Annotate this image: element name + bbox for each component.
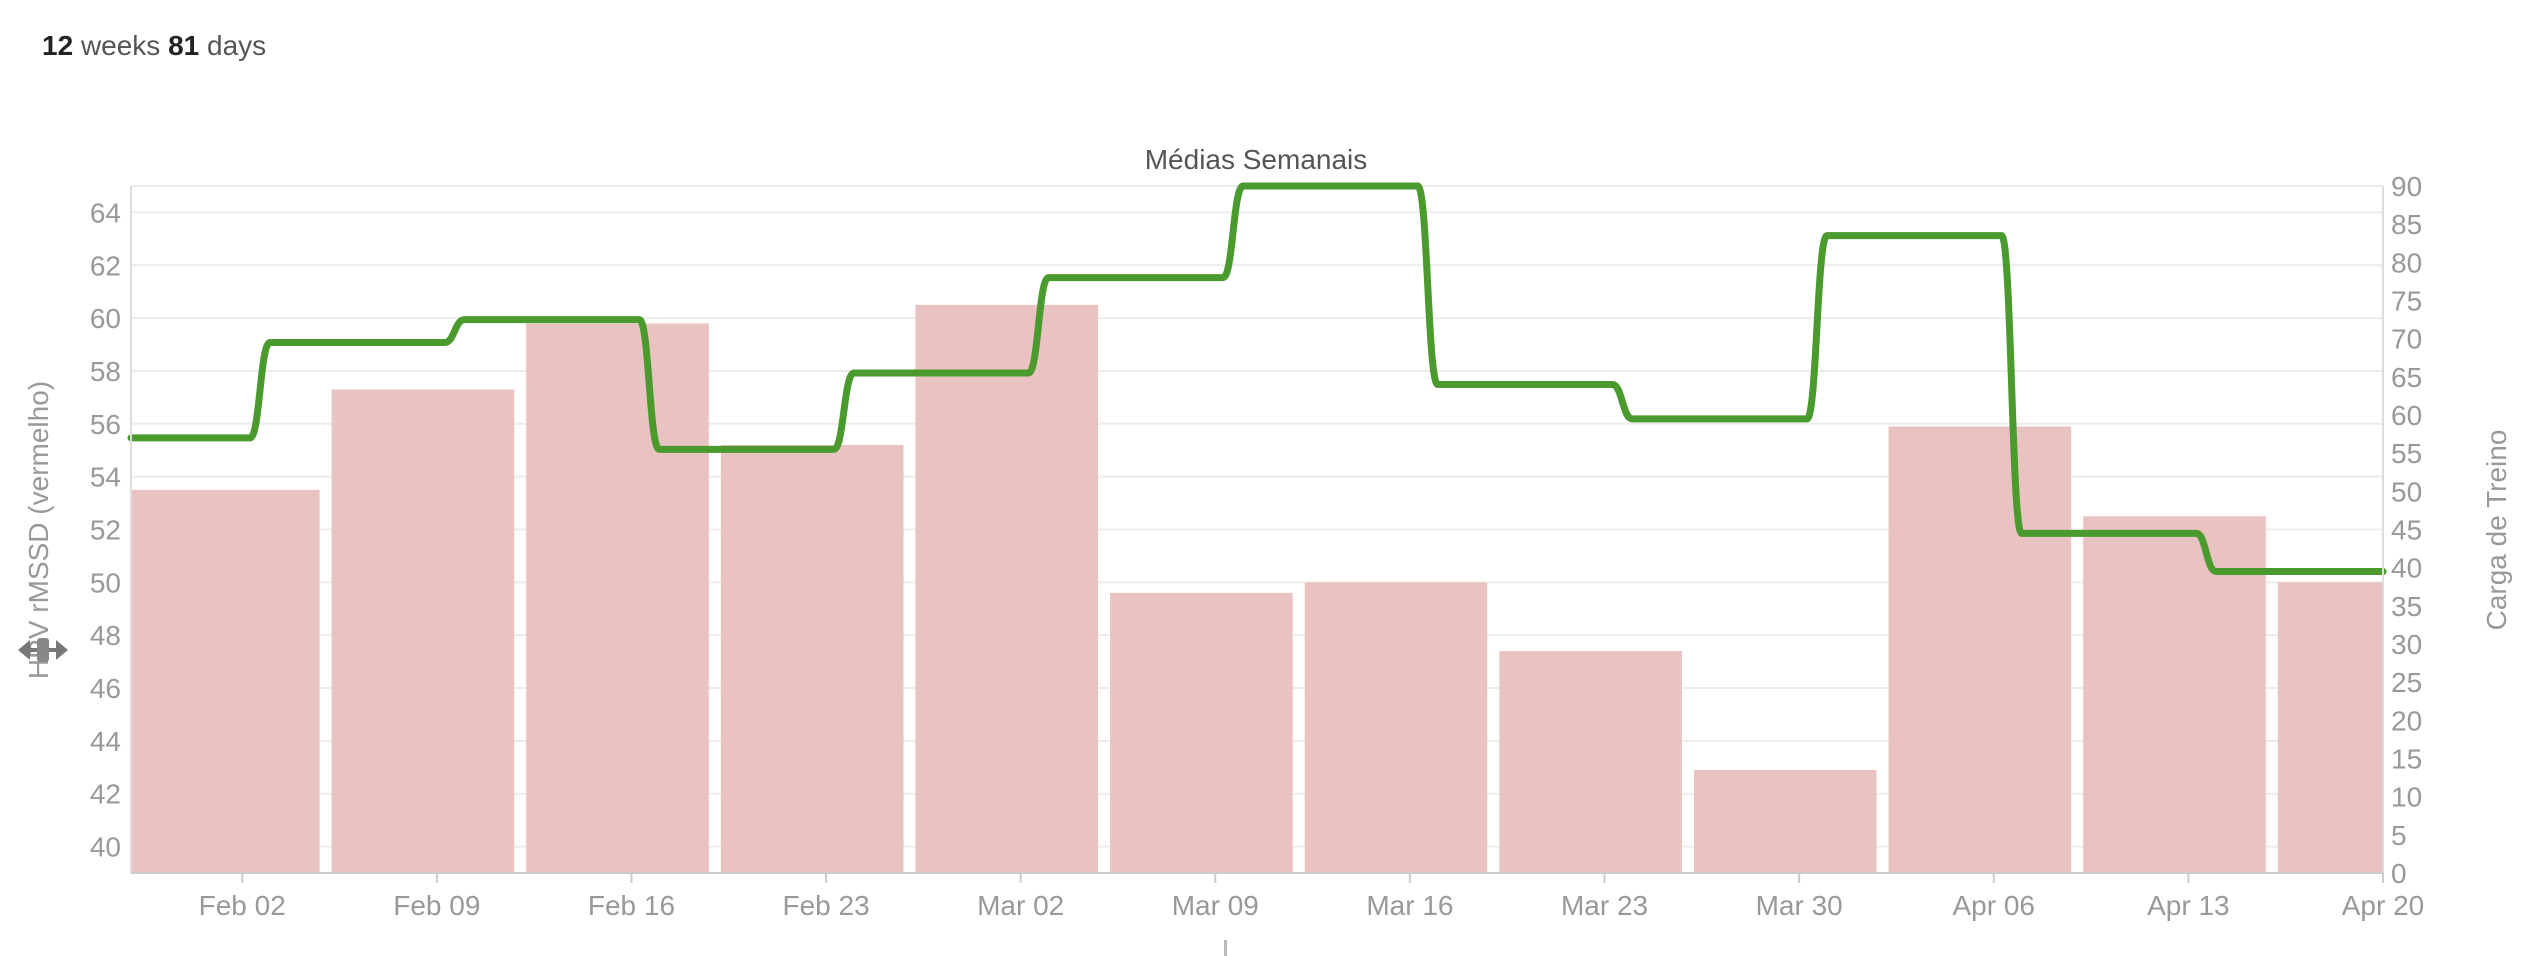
- axis-layer: 40 42 44 46 48 50 52 54 56 58 60 62 64 0 5 10 15 20 25 30 35…: [90, 171, 2424, 921]
- y-right-tick-label: 55: [2391, 438, 2422, 469]
- y-right-tick-label: 5: [2391, 820, 2407, 851]
- y-right-tick-label: 40: [2391, 553, 2422, 584]
- y-left-tick-label: 54: [90, 462, 121, 493]
- x-tick-label: Mar 09: [1172, 890, 1259, 921]
- y-right-tick-label: 70: [2391, 324, 2422, 355]
- y-right-tick-label: 30: [2391, 629, 2422, 660]
- weeks-label: weeks: [80, 30, 161, 61]
- y-left-tick-label: 58: [90, 356, 121, 387]
- y-right-tick-label: 65: [2391, 362, 2422, 393]
- y-right-tick-label: 15: [2391, 744, 2422, 775]
- x-tick-label: Apr 13: [2147, 890, 2230, 921]
- x-tick-label: Feb 16: [588, 890, 675, 921]
- x-tick-label: Mar 16: [1366, 890, 1453, 921]
- y-right-tick-label: 90: [2391, 171, 2422, 202]
- hrv-bar: [526, 323, 709, 873]
- y-left-tick-label: 42: [90, 779, 121, 810]
- y-right-tick-label: 45: [2391, 515, 2422, 546]
- hrv-bar: [720, 444, 904, 873]
- resize-arrows-icon[interactable]: [16, 632, 70, 668]
- hrv-bar: [915, 304, 1099, 874]
- y-right-tick-label: 0: [2391, 858, 2407, 889]
- y-axis-right-label: Carga de Treino: [2481, 430, 2512, 631]
- x-tick-label: Mar 02: [977, 890, 1064, 921]
- x-tick-label: Mar 23: [1561, 890, 1648, 921]
- hrv-bar: [1304, 582, 1488, 873]
- x-tick-label: Apr 06: [1953, 890, 2036, 921]
- hrv-bar: [1693, 769, 1877, 873]
- y-right-tick-label: 75: [2391, 286, 2422, 317]
- y-right-tick-label: 50: [2391, 476, 2422, 507]
- hrv-bar: [1888, 426, 2072, 873]
- x-tick-label: Feb 23: [782, 890, 869, 921]
- y-left-tick-label: 48: [90, 620, 121, 651]
- bars-layer: [132, 304, 2382, 874]
- hrv-bar: [2083, 516, 2266, 873]
- y-left-tick-label: 50: [90, 567, 121, 598]
- y-left-tick-label: 46: [90, 673, 121, 704]
- y-axis-left-label: HRV rMSSD (vermelho): [23, 381, 54, 679]
- y-left-tick-label: 62: [90, 250, 121, 281]
- days-value: 81: [168, 30, 200, 61]
- x-tick-label: Feb 09: [393, 890, 480, 921]
- hrv-bar: [132, 489, 320, 873]
- y-right-tick-label: 25: [2391, 667, 2422, 698]
- y-right-tick-label: 35: [2391, 591, 2422, 622]
- y-left-tick-label: 44: [90, 726, 121, 757]
- line-layer: [127, 182, 2387, 575]
- x-tick-label: Mar 30: [1756, 890, 1843, 921]
- x-tick-label: Apr 20: [2342, 890, 2425, 921]
- chart-title: Médias Semanais: [1145, 144, 1368, 175]
- y-right-tick-label: 85: [2391, 209, 2422, 240]
- y-right-tick-label: 10: [2391, 782, 2422, 813]
- y-right-tick-label: 20: [2391, 705, 2422, 736]
- y-right-tick-label: 80: [2391, 247, 2422, 278]
- weeks-value: 12: [42, 30, 74, 61]
- y-left-tick-label: 40: [90, 832, 121, 863]
- hrv-bar: [1110, 592, 1293, 873]
- hrv-bar: [2277, 582, 2382, 873]
- days-label: days: [207, 30, 267, 61]
- hrv-bar: [331, 389, 515, 873]
- y-right-tick-label: 60: [2391, 400, 2422, 431]
- y-left-tick-label: 64: [90, 197, 121, 228]
- y-left-tick-label: 52: [90, 515, 121, 546]
- hrv-bar: [1499, 651, 1682, 873]
- x-tick-label: Feb 02: [199, 890, 286, 921]
- training-load-line: [127, 182, 2387, 575]
- y-left-tick-label: 60: [90, 303, 121, 334]
- period-summary: 12 weeks 81 days: [42, 30, 266, 62]
- x-axis-drag-marker[interactable]: [1224, 940, 1227, 956]
- y-left-tick-label: 56: [90, 409, 121, 440]
